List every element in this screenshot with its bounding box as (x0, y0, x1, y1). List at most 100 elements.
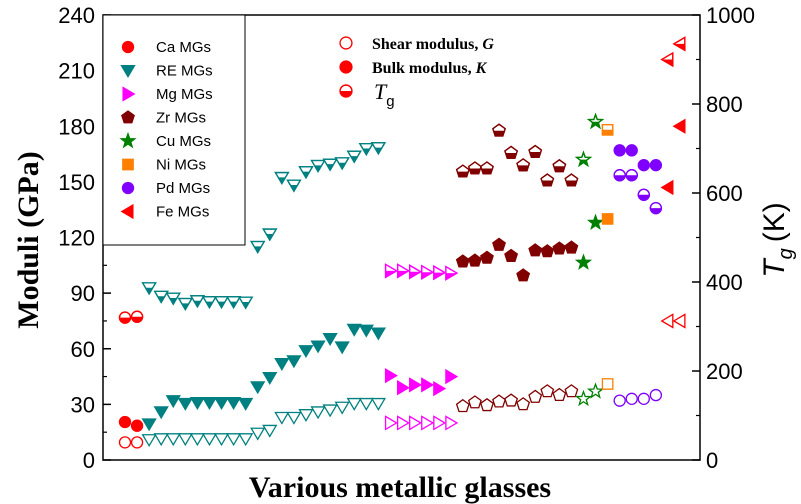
zr-mgs-shear-point (540, 384, 555, 398)
cu-mgs-shear-point (574, 389, 593, 407)
mg-mgs-bulk-point (421, 377, 435, 393)
mg-mgs-tg-point (445, 265, 459, 281)
left-axis-ticks: 0 30 60 90 120 150 180 210 240 (58, 3, 111, 473)
zr-mgs-bulk-point (516, 268, 531, 282)
zr-mgs-bulk-point (540, 244, 555, 258)
left-tick-label: 210 (58, 59, 95, 84)
pd-mgs-shear-point (625, 392, 638, 405)
y2-axis-title: Tg (K) (758, 202, 797, 277)
re-mgs-bulk-point (189, 396, 206, 410)
re-mgs-tg-point (274, 171, 290, 185)
re-mgs-bulk-point (238, 397, 254, 411)
cu-mgs-shear-point (586, 382, 605, 399)
re-mgs-bulk-point (358, 324, 374, 338)
re-mgs-shear-point (274, 411, 290, 425)
data-marks (118, 36, 686, 449)
re-mgs-bulk-point (250, 381, 266, 395)
zr-mgs-bulk-point (504, 248, 519, 262)
property-legend-label-filled: Bulk modulus, K (372, 60, 488, 77)
fe-mgs-bulk-point (660, 179, 674, 196)
legend-label-mg-mgs: Mg MGs (156, 86, 213, 103)
legend-marker-cu-mgs (119, 131, 137, 149)
re-mgs-shear-point (141, 434, 157, 448)
mg-mgs-tg-point (409, 264, 423, 280)
re-mgs-bulk-point (262, 371, 278, 385)
zr-mgs-shear-point (504, 393, 519, 407)
re-mgs-shear-point (153, 433, 169, 447)
left-tick-label: 90 (71, 281, 95, 306)
mg-mgs-bulk-point (396, 380, 410, 396)
re-mgs-tg-point (346, 150, 362, 164)
re-mgs-tg-point (225, 296, 242, 310)
pd-mgs-shear-point (649, 388, 663, 402)
cu-mgs-bulk-point (586, 213, 605, 231)
mg-mgs-tg-point (421, 264, 435, 280)
re-mgs-tg-point (286, 179, 302, 193)
left-tick-label: 0 (83, 448, 95, 473)
right-tick-label: 200 (706, 359, 743, 384)
zr-mgs-tg-point (492, 123, 506, 137)
re-mgs-tg-point (298, 166, 314, 180)
left-tick-label: 180 (58, 114, 95, 139)
property-legend-label-half: Tg (374, 79, 395, 110)
legend-label-pd-mgs: Pd MGs (156, 180, 210, 197)
right-tick-label: 600 (706, 181, 743, 206)
ca-mgs-tg-point (130, 310, 144, 323)
mg-mgs-bulk-point (409, 377, 423, 393)
legend-marker-pd-mgs (121, 181, 135, 195)
re-mgs-shear-point (177, 433, 193, 447)
re-mgs-shear-point (262, 424, 278, 438)
mg-mgs-tg-point (384, 263, 398, 279)
left-tick-label: 30 (71, 392, 95, 417)
property-legend-marker-half (339, 84, 353, 98)
fe-mgs-shear-point (672, 313, 686, 329)
zr-mgs-bulk-point (467, 253, 482, 267)
re-mgs-shear-point (298, 409, 314, 423)
mg-mgs-shear-point (384, 415, 398, 431)
legend-label-cu-mgs: Cu MGs (156, 133, 211, 150)
y2-axis-title-unit: (K) (758, 202, 791, 242)
mg-mgs-bulk-point (433, 380, 447, 397)
zr-mgs-tg-point (480, 161, 494, 175)
re-mgs-bulk-point (201, 396, 218, 410)
zr-mgs-tg-point (552, 158, 567, 173)
fe-mgs-shear-point (660, 313, 674, 329)
ca-mgs-bulk-point (130, 419, 144, 432)
re-mgs-tg-point (201, 296, 218, 310)
re-mgs-shear-point (334, 401, 350, 415)
zr-mgs-tg-point (504, 145, 519, 159)
x-axis-title: Various metallic glasses (249, 471, 551, 504)
re-mgs-tg-point (189, 295, 206, 309)
re-mgs-shear-point (286, 411, 302, 425)
right-tick-label: 1000 (706, 3, 755, 28)
y2-axis-title-sub: g (775, 248, 797, 259)
legend-marker-zr-mgs (121, 110, 135, 124)
zr-mgs-bulk-point (552, 241, 567, 255)
legend-marker-ca-mgs (121, 40, 135, 54)
left-tick-label: 60 (71, 337, 95, 362)
pd-mgs-bulk-point (613, 144, 626, 157)
zr-mgs-bulk-point (492, 237, 506, 251)
re-mgs-tg-point (310, 159, 326, 173)
zr-mgs-shear-point (564, 384, 579, 398)
zr-mgs-tg-point (540, 173, 555, 187)
zr-mgs-tg-point (516, 158, 531, 172)
left-tick-label: 240 (58, 3, 95, 28)
cu-mgs-tg-point (574, 150, 593, 167)
fe-mgs-tg-point (660, 51, 674, 68)
re-mgs-shear-point (225, 433, 242, 447)
zr-mgs-bulk-point (455, 254, 470, 268)
ca-mgs-tg-point (118, 311, 132, 324)
ni-mgs-shear-point (601, 378, 614, 390)
right-tick-label: 400 (706, 270, 743, 295)
re-mgs-tg-point (213, 296, 230, 310)
pd-mgs-tg-point (625, 169, 638, 182)
right-tick-label: 0 (706, 448, 718, 473)
legend-marker-mg-mgs (122, 86, 136, 102)
re-mgs-tg-point (165, 292, 181, 306)
legend-marker-re-mgs (120, 64, 136, 78)
legend-marker-fe-mgs (120, 203, 134, 220)
legend-box: Ca MGs RE MGs Mg MGs Zr MGs Cu MGs Ni MGs Pd M… (102, 14, 246, 246)
re-mgs-bulk-point (346, 323, 362, 337)
